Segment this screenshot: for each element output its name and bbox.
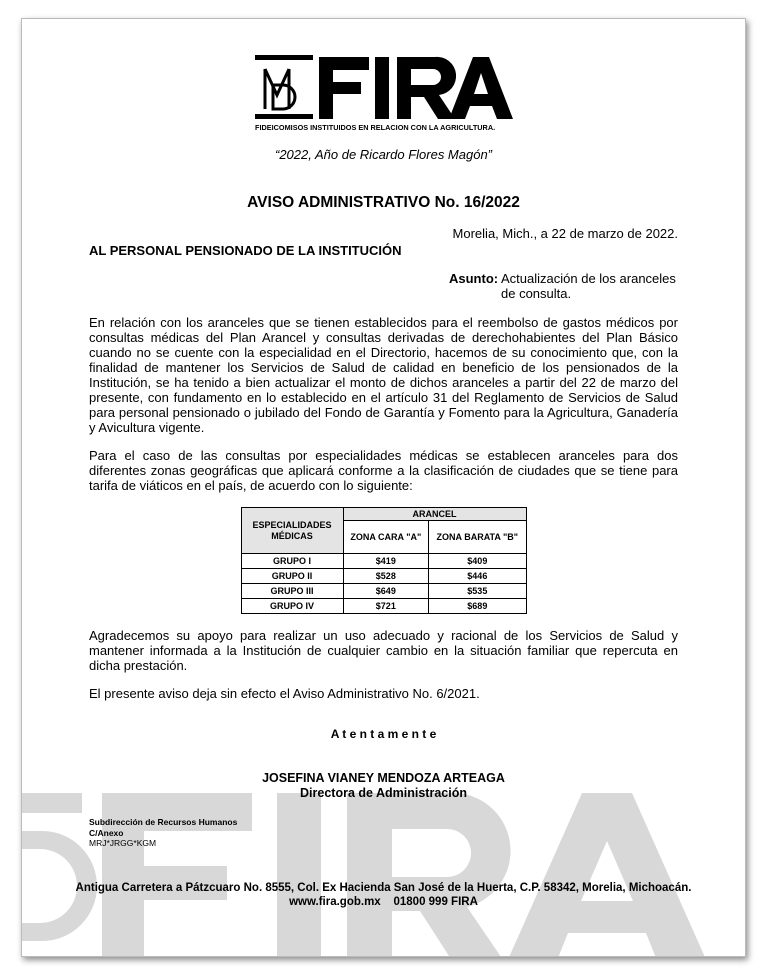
fira-logo-icon	[255, 55, 513, 119]
cc-block: Subdirección de Recursos Humanos C/Anexo…	[89, 817, 678, 849]
subject: Asunto: Actualización de los aranceles d…	[449, 271, 678, 301]
subject-line1: Actualización de los aranceles	[501, 271, 676, 286]
footer-phone: 01800 999 FIRA	[393, 895, 478, 908]
footer-address: Antigua Carretera a Pátzcuaro No. 8555, …	[75, 881, 692, 894]
footer: Antigua Carretera a Pátzcuaro No. 8555, …	[49, 881, 718, 909]
cell-zona-b: $409	[428, 553, 527, 569]
paragraph-2: Para el caso de las consultas por especi…	[89, 448, 678, 493]
fira-logo: FIDEICOMISOS INSTITUIDOS EN RELACION CON…	[255, 55, 513, 133]
signer-name: JOSEFINA VIANEY MENDOZA ARTEAGA	[262, 771, 505, 785]
header-arancel: ARANCEL	[342, 507, 527, 521]
paragraph-4: El presente aviso deja sin efecto el Avi…	[89, 686, 480, 701]
table-row: GRUPO IV $721 $689	[240, 598, 527, 614]
cell-zona-b: $689	[428, 598, 527, 614]
header-zona-a: ZONA CARA "A"	[342, 520, 430, 554]
motto: “2022, Año de Ricardo Flores Magón”	[274, 147, 493, 162]
fira-watermark	[22, 793, 705, 956]
header-especialidades: ESPECIALIDADES MÉDICAS	[240, 507, 344, 554]
cell-zona-a: $721	[342, 598, 430, 614]
cc-line: Subdirección de Recursos Humanos	[89, 817, 238, 827]
cell-zona-a: $649	[342, 583, 430, 599]
cell-zona-b: $446	[428, 568, 527, 584]
cell-zona-a: $419	[342, 553, 430, 569]
page-title: AVISO ADMINISTRATIVO No. 16/2022	[247, 194, 520, 211]
signer: JOSEFINA VIANEY MENDOZA ARTEAGA Director…	[89, 771, 678, 801]
paragraph-3: Agradecemos su apoyo para realizar un us…	[89, 628, 678, 673]
cc-line: MRJ*JRGG*KGM	[89, 838, 157, 848]
place-date: Morelia, Mich., a 22 de marzo de 2022.	[452, 226, 678, 241]
fee-table: ESPECIALIDADES MÉDICAS ARANCEL ZONA CARA…	[240, 507, 527, 614]
cell-grupo: GRUPO IV	[240, 598, 344, 614]
cc-line: C/Anexo	[89, 827, 124, 838]
table-row: GRUPO II $528 $446	[240, 568, 527, 584]
cell-grupo: GRUPO III	[240, 583, 344, 599]
addressee: AL PERSONAL PENSIONADO DE LA INSTITUCIÓN	[89, 243, 402, 258]
cell-grupo: GRUPO II	[240, 568, 344, 584]
closing: A t e n t a m e n t e	[330, 727, 437, 741]
table-row: GRUPO I $419 $409	[240, 553, 527, 569]
cell-grupo: GRUPO I	[240, 553, 344, 569]
paragraph-1: En relación con los aranceles que se tie…	[89, 315, 678, 435]
header-zona-b: ZONA BARATA "B"	[428, 520, 527, 554]
cell-zona-a: $528	[342, 568, 430, 584]
subject-label: Asunto:	[449, 271, 499, 286]
document-page: FIDEICOMISOS INSTITUIDOS EN RELACION CON…	[21, 18, 746, 957]
footer-web[interactable]: www.fira.gob.mx	[289, 895, 381, 908]
cell-zona-b: $535	[428, 583, 527, 599]
signer-role: Directora de Administración	[300, 786, 467, 800]
table-row: GRUPO III $649 $535	[240, 583, 527, 599]
logo-subtitle: FIDEICOMISOS INSTITUIDOS EN RELACION CON…	[255, 123, 496, 132]
subject-line2: de consulta.	[501, 286, 572, 301]
